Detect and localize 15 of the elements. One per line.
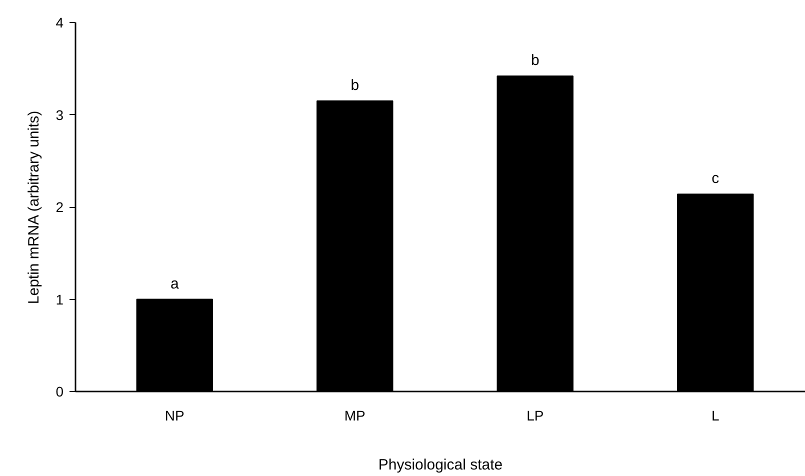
x-tick-label: MP (344, 408, 366, 424)
annotation: b (350, 76, 360, 94)
y-tick-label: 3 (56, 106, 64, 123)
annotation: c (712, 170, 720, 188)
x-axis-title: Physiological state (378, 456, 503, 474)
y-tick-label: 1 (56, 291, 64, 308)
x-tick-label: NP (164, 408, 184, 424)
x-tick-label: LP (526, 408, 544, 424)
y-axis-title: Leptin mRNA (arbitrary units) (26, 110, 43, 304)
y-tick-label: 0 (56, 384, 64, 400)
y-tick-label: 4 (56, 14, 64, 30)
annotation: b (530, 52, 540, 70)
annotation: a (170, 275, 180, 292)
y-tick-label: 2 (56, 199, 64, 215)
x-tick-label: L (711, 408, 720, 424)
